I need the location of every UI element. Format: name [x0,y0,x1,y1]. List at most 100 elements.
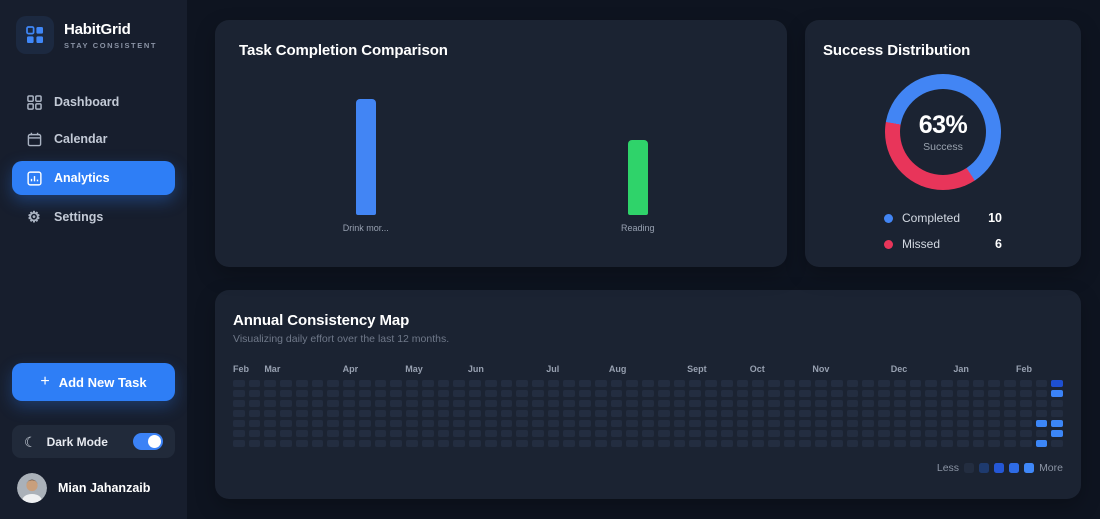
bar-0 [355,99,376,215]
app-tagline: STAY CONSISTENT [64,40,158,50]
heatmap-cell [657,430,670,437]
habitgrid-logo-icon [16,16,54,54]
dark-mode-toggle[interactable] [133,433,163,450]
heatmap-cell [626,430,639,437]
heatmap-cell [988,390,1001,397]
heatmap-cell [925,380,938,387]
heatmap-cell [594,410,607,417]
legend-swatch [1009,463,1020,473]
user-profile[interactable]: Mian Jahanzaib [12,473,175,507]
heatmap-cell [689,430,702,437]
heatmap-cell [280,410,292,417]
bar-label-1: Reading [620,223,655,233]
heatmap-cell [815,430,827,437]
add-task-label: Add New Task [58,374,147,390]
heatmap-cell [799,410,812,417]
heatmap-cell [1035,380,1048,387]
heatmap-months: Feb Mar Apr May Jun Jul Aug Sept Oct Nov Dec Jan Feb [233,364,1063,375]
heatmap-cell [626,380,639,387]
sidebar-item-analytics[interactable]: Analytics [12,161,175,195]
heatmap-cell [925,410,938,417]
heatmap-cell [484,420,497,427]
heatmap-cell [311,380,324,387]
dark-mode-label: Dark Mode [46,434,108,449]
heatmap-cell [626,410,639,417]
heatmap-cell [295,380,308,387]
heatmap-cell [610,390,623,397]
heatmap-cell [264,430,277,437]
heatmap-cell [358,380,371,387]
heatmap-cell [374,400,387,407]
heatmap-cell [406,410,418,417]
heatmap-cell [720,440,733,447]
heatmap-cell [1035,400,1048,407]
heatmap-cell [768,410,780,417]
heatmap-cell [453,410,466,417]
dashboard-icon [26,94,42,110]
heatmap-cell [453,400,466,407]
donut-legend: Completed 10 Missed 6 [884,211,1002,251]
heatmap-cell [642,420,654,427]
heatmap-cell [799,380,812,387]
sidebar-item-calendar[interactable]: Calendar [12,124,175,154]
heatmap-cell [233,410,245,417]
heatmap-cell [893,420,906,427]
heatmap-cell [830,420,843,427]
heatmap-cell [531,430,544,437]
heatmap-cell [909,400,922,407]
heatmap-cell [909,410,922,417]
plus-icon: + [40,372,50,390]
heatmap-cell [956,400,969,407]
heatmap-cell [453,390,466,397]
nav-label: Settings [54,210,104,224]
heatmap-cell [673,430,686,437]
heatmap-cell [783,380,796,387]
legend-swatch [994,463,1005,473]
distribution-title: Success Distribution [823,42,971,59]
heatmap-cell [233,390,245,397]
heatmap-cell [1051,410,1063,417]
heatmap-cell [988,410,1001,417]
heatmap-cell [469,400,481,407]
sidebar-item-settings[interactable]: ⚙ Settings [12,202,175,232]
nav-label: Analytics [54,171,110,185]
heatmap-cell [390,430,403,437]
heatmap-cell [327,430,340,437]
bar-1 [627,140,648,215]
heatmap-cell [642,390,654,397]
donut-chart: 63% Success [885,74,1001,190]
heatmap-cell [1019,390,1032,397]
heatmap-cell [768,420,780,427]
heatmap-cell [579,380,591,387]
legend-dot [884,239,893,249]
heatmap-cell [956,410,969,417]
heatmap-cell [358,430,371,437]
heatmap-cell [469,430,481,437]
heatmap-cell [720,390,733,397]
heatmap-cell [657,440,670,447]
heatmap-cell [594,430,607,437]
heatmap-cell [374,420,387,427]
heatmap-cell [909,440,922,447]
heatmap-cell [327,400,340,407]
heatmap-cell [406,400,418,407]
add-new-task-button[interactable]: + Add New Task [12,363,175,401]
heatmap-cell [358,410,371,417]
heatmap-cell [925,430,938,437]
heatmap-cell [343,420,355,427]
heatmap-cell [689,380,702,387]
heatmap-cell [988,420,1001,427]
heatmap-cell [484,440,497,447]
heatmap-cell [768,400,780,407]
heatmap-cell [1004,410,1016,417]
heatmap-cell [1019,400,1032,407]
legend-swatch [1024,463,1035,473]
sidebar-item-dashboard[interactable]: Dashboard [12,87,175,117]
heatmap-cell [563,430,576,437]
heatmap-cell [768,380,780,387]
heatmap-cell [264,440,277,447]
heatmap-cell [610,440,623,447]
heatmap-cell [469,390,481,397]
heatmap-cell [264,400,277,407]
heatmap-cell [830,430,843,437]
